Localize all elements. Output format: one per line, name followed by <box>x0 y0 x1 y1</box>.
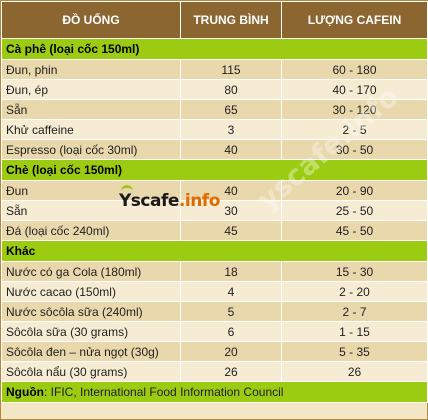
table-header-row: ĐỒ UỐNG TRUNG BÌNH LƯỢNG CAFEIN <box>1 1 428 39</box>
header-average: TRUNG BÌNH <box>180 1 282 39</box>
source-cell: Nguồn: IFIC, International Food Informat… <box>1 381 428 403</box>
caffeine-range-cell: 2 - 5 <box>281 119 428 140</box>
caffeine-range-cell: 2 - 7 <box>281 301 428 322</box>
header-drink: ĐỒ UỐNG <box>1 1 181 39</box>
table-row: Espresso (loại cốc 30ml) 40 30 - 50 <box>1 139 428 160</box>
caffeine-range-cell: 26 <box>281 361 428 382</box>
drink-name-cell: Sôcôla đen – nửa ngọt (30g) <box>1 341 181 362</box>
average-cell: 45 <box>180 220 282 241</box>
average-cell: 40 <box>180 139 282 160</box>
table-row: Sẵn 30 25 - 50 <box>1 200 428 221</box>
table-row: Khử caffeine 3 2 - 5 <box>1 119 428 140</box>
drink-name-cell: Nước có ga Cola (180ml) <box>1 261 181 282</box>
average-cell: 26 <box>180 361 282 382</box>
drink-name-cell: Espresso (loại cốc 30ml) <box>1 139 181 160</box>
table-row: Đun 40 20 - 90 <box>1 180 428 201</box>
table-row: Nước cacao (150ml) 4 2 - 20 <box>1 281 428 302</box>
table-body: Cà phê (loại cốc 150ml) Đun, phin 115 60 - … <box>1 38 428 403</box>
caffeine-range-cell: 2 - 20 <box>281 281 428 302</box>
average-cell: 30 <box>180 200 282 221</box>
table-row: Nước có ga Cola (180ml) 18 15 - 30 <box>1 261 428 282</box>
caffeine-table: ĐỒ UỐNG TRUNG BÌNH LƯỢNG CAFEIN Cà phê (… <box>1 1 428 403</box>
table-row: Đun, ép 80 40 - 170 <box>1 79 428 100</box>
section-row: Cà phê (loại cốc 150ml) <box>1 38 428 60</box>
table-row: Sôcôla nẩu (30 grams) 26 26 <box>1 361 428 382</box>
source-label: Nguồn <box>6 385 44 399</box>
caffeine-range-cell: 40 - 170 <box>281 79 428 100</box>
caffeine-range-cell: 5 - 35 <box>281 341 428 362</box>
drink-name-cell: Đun, ép <box>1 79 181 100</box>
drink-name-cell: Sẵn <box>1 99 181 120</box>
caffeine-range-cell: 60 - 180 <box>281 59 428 80</box>
table-row: Sôcôla đen – nửa ngọt (30g) 20 5 - 35 <box>1 341 428 362</box>
drink-name-cell: Đun <box>1 180 181 201</box>
table-row: Nước sôcôla sữa (240ml) 5 2 - 7 <box>1 301 428 322</box>
drink-name-cell: Nước cacao (150ml) <box>1 281 181 302</box>
caffeine-range-cell: 1 - 15 <box>281 321 428 342</box>
caffeine-range-cell: 20 - 90 <box>281 180 428 201</box>
drink-name-cell: Sẵn <box>1 200 181 221</box>
average-cell: 65 <box>180 99 282 120</box>
caffeine-range-cell: 25 - 50 <box>281 200 428 221</box>
average-cell: 20 <box>180 341 282 362</box>
average-cell: 4 <box>180 281 282 302</box>
caffeine-range-cell: 15 - 30 <box>281 261 428 282</box>
average-cell: 18 <box>180 261 282 282</box>
table-row: Đá (loại cốc 240ml) 45 45 - 50 <box>1 220 428 241</box>
drink-name-cell: Nước sôcôla sữa (240ml) <box>1 301 181 322</box>
average-cell: 80 <box>180 79 282 100</box>
header-caffeine: LƯỢNG CAFEIN <box>281 1 428 39</box>
average-cell: 40 <box>180 180 282 201</box>
table-row: Đun, phin 115 60 - 180 <box>1 59 428 80</box>
average-cell: 5 <box>180 301 282 322</box>
section-title: Cà phê (loại cốc 150ml) <box>1 38 428 60</box>
caffeine-range-cell: 30 - 120 <box>281 99 428 120</box>
section-title: Khác <box>1 240 428 262</box>
section-row: Chè (loại cốc 150ml) <box>1 159 428 181</box>
section-title: Chè (loại cốc 150ml) <box>1 159 428 181</box>
average-cell: 115 <box>180 59 282 80</box>
caffeine-range-cell: 45 - 50 <box>281 220 428 241</box>
source-text: : IFIC, International Food Information C… <box>44 385 284 399</box>
average-cell: 3 <box>180 119 282 140</box>
drink-name-cell: Sôcôla nẩu (30 grams) <box>1 361 181 382</box>
caffeine-range-cell: 30 - 50 <box>281 139 428 160</box>
section-row: Khác <box>1 240 428 262</box>
drink-name-cell: Sôcôla sữa (30 grams) <box>1 321 181 342</box>
drink-name-cell: Đun, phin <box>1 59 181 80</box>
drink-name-cell: Khử caffeine <box>1 119 181 140</box>
drink-name-cell: Đá (loại cốc 240ml) <box>1 220 181 241</box>
table-row: Sẵn 65 30 - 120 <box>1 99 428 120</box>
source-row: Nguồn: IFIC, International Food Informat… <box>1 381 428 403</box>
average-cell: 6 <box>180 321 282 342</box>
table-row: Sôcôla sữa (30 grams) 6 1 - 15 <box>1 321 428 342</box>
